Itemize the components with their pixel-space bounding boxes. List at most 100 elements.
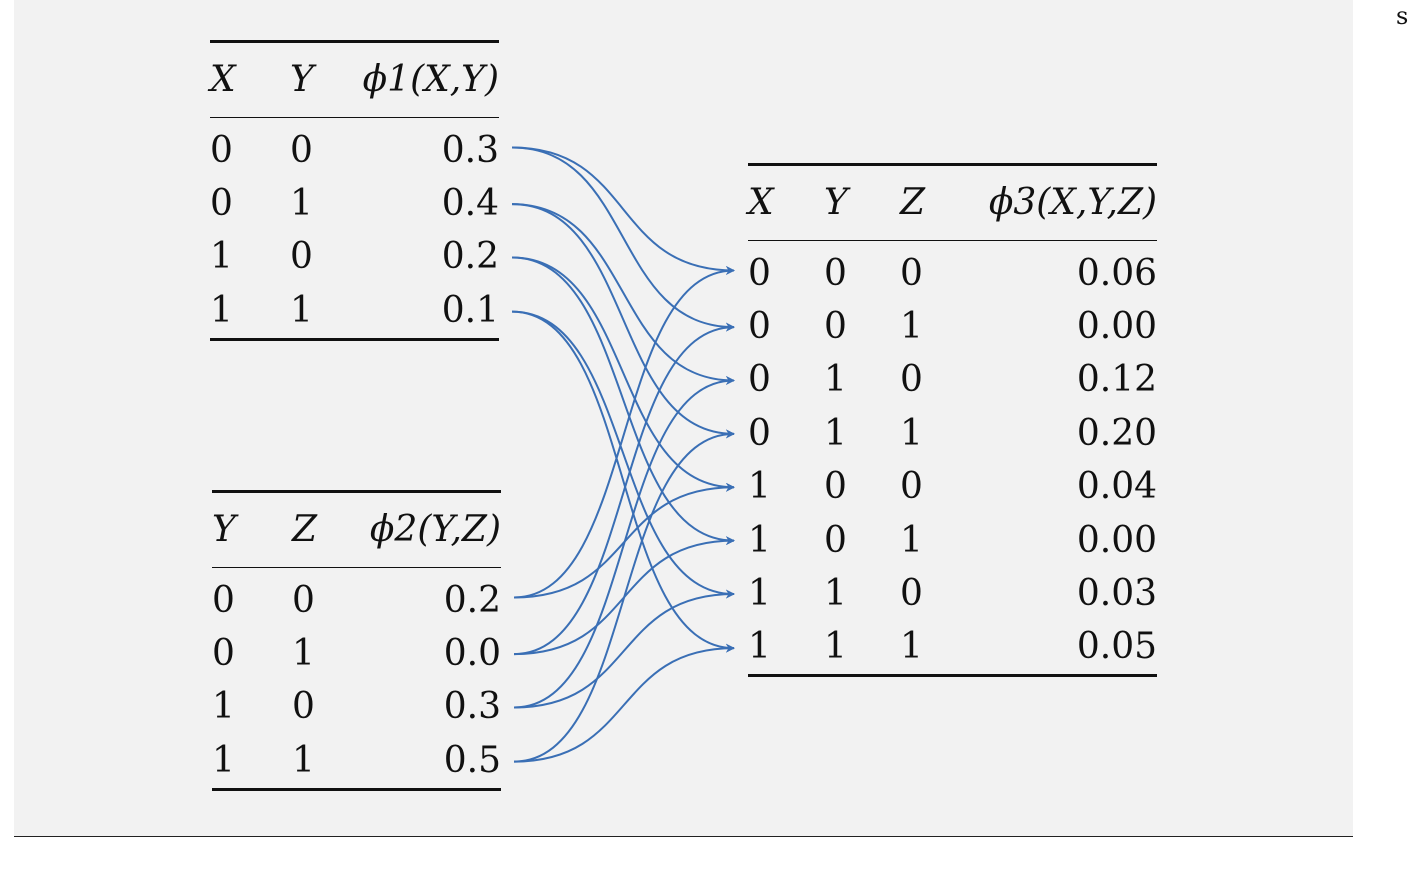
phi2-cell-value: 0.5	[443, 739, 501, 781]
connection-arrow	[513, 536, 735, 656]
phi1-cell-y: 0	[290, 236, 313, 278]
phi1-header-x: X	[210, 59, 236, 100]
phi1-cell-value: 0.4	[441, 183, 499, 225]
phi2-header-fn: ϕ2(Y,Z)	[369, 509, 501, 550]
phi1-cell-y: 1	[290, 289, 313, 331]
phi1-cell-x: 1	[210, 289, 233, 331]
phi3-cell-value: 0.00	[1076, 519, 1157, 561]
phi3-cell-y: 0	[824, 519, 847, 561]
phi3-cell-y: 1	[824, 412, 847, 454]
phi3-row: 0 0 1 0.00	[748, 300, 1157, 353]
phi3-cell-z: 0	[900, 252, 923, 294]
phi1-cell-x: 0	[210, 129, 233, 171]
phi1-cell-x: 0	[210, 183, 233, 225]
phi3-table: X Y Z ϕ3(X,Y,Z) 0 0 0 0.06 0 0 1 0.00 0 …	[748, 163, 1157, 677]
phi1-header-y: Y	[290, 59, 314, 100]
phi3-row: 0 1 0 0.12	[748, 354, 1157, 407]
phi3-cell-x: 0	[748, 412, 771, 454]
phi1-cell-y: 0	[290, 129, 313, 171]
phi2-row: 1 1 0.5	[212, 734, 501, 789]
phi3-cell-z: 1	[900, 306, 923, 348]
connection-arrow	[511, 256, 735, 546]
phi3-cell-x: 0	[748, 306, 771, 348]
phi2-row: 1 0 0.3	[212, 681, 501, 734]
phi3-cell-z: 0	[900, 573, 923, 615]
phi3-cell-value: 0.20	[1076, 412, 1157, 454]
phi3-cell-value: 0.00	[1076, 306, 1157, 348]
phi1-cell-value: 0.3	[441, 129, 499, 171]
phi2-cell-value: 0.0	[443, 633, 501, 675]
phi3-cell-x: 0	[748, 359, 771, 401]
phi3-row: 1 0 1 0.00	[748, 514, 1157, 567]
connection-arrow	[513, 375, 735, 709]
phi3-header-row: X Y Z ϕ3(X,Y,Z)	[748, 164, 1157, 241]
phi3-cell-x: 1	[748, 573, 771, 615]
connection-arrow	[513, 322, 735, 656]
phi3-header-fn: ϕ3(X,Y,Z)	[988, 182, 1157, 223]
phi1-cell-x: 1	[210, 236, 233, 278]
phi2-row: 0 1 0.0	[212, 627, 501, 680]
connection-arrow	[511, 256, 735, 492]
phi3-row: 1 0 0 0.04	[748, 461, 1157, 514]
phi3-cell-value: 0.04	[1076, 466, 1157, 508]
connection-arrow	[511, 310, 735, 653]
phi3-cell-x: 1	[748, 519, 771, 561]
phi3-header-y: Y	[824, 182, 848, 223]
phi1-row: 1 1 0.1	[210, 284, 499, 339]
phi1-header-fn: ϕ1(X,Y)	[362, 59, 499, 100]
phi3-cell-z: 0	[900, 466, 923, 508]
phi3-cell-x: 0	[748, 252, 771, 294]
phi2-cell-z: 1	[292, 633, 315, 675]
phi2-header-z: Z	[292, 509, 318, 550]
phi3-cell-y: 1	[824, 626, 847, 668]
phi2-cell-y: 1	[212, 739, 235, 781]
phi3-cell-x: 1	[748, 466, 771, 508]
phi3-cell-y: 0	[824, 466, 847, 508]
phi3-cell-value: 0.06	[1076, 252, 1157, 294]
phi1-cell-value: 0.1	[441, 289, 499, 331]
phi3-cell-value: 0.03	[1076, 573, 1157, 615]
phi3-cell-y: 0	[824, 306, 847, 348]
phi1-table: X Y ϕ1(X,Y) 0 0 0.3 0 1 0.4 1 0 0.2 1 1 …	[210, 40, 499, 341]
connection-arrow	[513, 265, 735, 599]
phi2-cell-z: 0	[292, 686, 315, 728]
phi3-row: 1 1 1 0.05	[748, 621, 1157, 676]
connection-arrow	[511, 203, 735, 439]
phi2-header-y: Y	[212, 509, 236, 550]
phi3-row: 0 0 0 0.06	[748, 241, 1157, 301]
phi2-cell-z: 0	[292, 579, 315, 621]
figure-panel	[14, 0, 1353, 836]
phi1-row: 0 0 0.3	[210, 118, 499, 178]
phi3-cell-z: 0	[900, 359, 923, 401]
phi2-cell-value: 0.3	[443, 686, 501, 728]
phi3-cell-y: 1	[824, 573, 847, 615]
connection-arrow	[511, 146, 735, 332]
phi3-row: 0 1 1 0.20	[748, 407, 1157, 460]
phi3-cell-value: 0.05	[1076, 626, 1157, 668]
connection-arrow	[511, 146, 735, 275]
phi3-cell-z: 1	[900, 626, 923, 668]
phi2-row: 0 0 0.2	[212, 568, 501, 628]
phi3-cell-value: 0.12	[1076, 359, 1157, 401]
phi2-cell-y: 0	[212, 633, 235, 675]
phi3-cell-x: 1	[748, 626, 771, 668]
phi1-cell-value: 0.2	[441, 236, 499, 278]
phi2-header-row: Y Z ϕ2(Y,Z)	[212, 491, 501, 568]
phi3-header-z: Z	[900, 182, 926, 223]
phi2-table: Y Z ϕ2(Y,Z) 0 0 0.2 0 1 0.0 1 0 0.3 1 1 …	[212, 490, 501, 791]
connection-arrow	[511, 203, 735, 385]
phi3-header-x: X	[748, 182, 774, 223]
connection-arrow	[513, 482, 735, 599]
corner-text: s	[1396, 2, 1409, 30]
connection-arrow	[513, 589, 735, 709]
phi2-cell-y: 0	[212, 579, 235, 621]
phi3-cell-y: 1	[824, 359, 847, 401]
phi1-cell-y: 1	[290, 183, 313, 225]
phi2-cell-y: 1	[212, 686, 235, 728]
connection-arrow	[513, 643, 735, 763]
phi3-row: 1 1 0 0.03	[748, 567, 1157, 620]
phi2-cell-value: 0.2	[443, 579, 501, 621]
phi2-cell-z: 1	[292, 739, 315, 781]
phi1-row: 0 1 0.4	[210, 177, 499, 230]
